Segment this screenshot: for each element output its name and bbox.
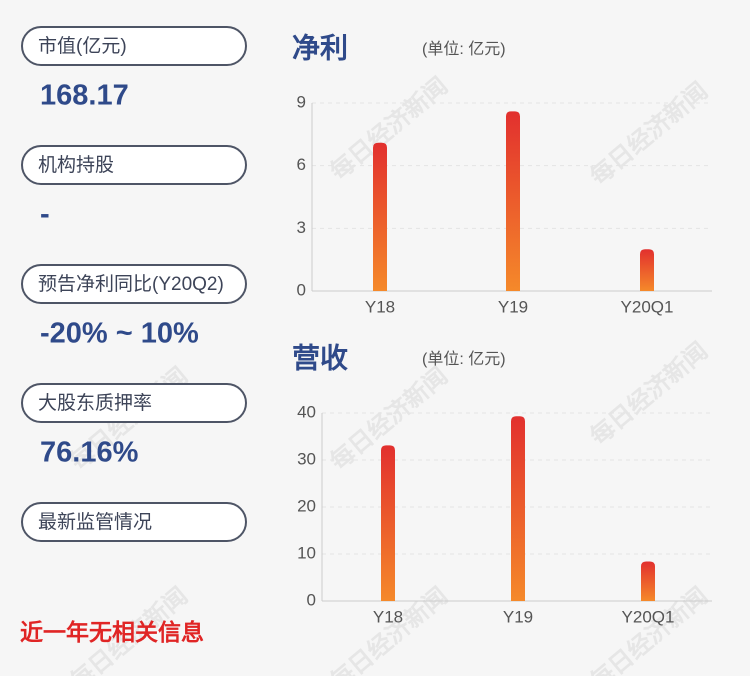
label-pill [21, 26, 247, 66]
chart-subtitle: (单位: 亿元) [422, 350, 506, 368]
bar [641, 561, 655, 601]
y-tick-label: 10 [297, 543, 316, 562]
y-tick-label: 30 [297, 449, 316, 468]
watermark: 每日经济新闻 [325, 72, 453, 186]
item-value: -20% ~ 10% [40, 318, 199, 350]
y-tick-label: 9 [297, 92, 306, 111]
item-value: 168.17 [40, 80, 129, 112]
bar [511, 416, 525, 601]
x-tick-label: Y19 [503, 607, 533, 626]
x-tick-label: Y19 [498, 297, 528, 316]
watermark: 每日经济新闻 [585, 77, 713, 191]
chart-subtitle: (单位: 亿元) [422, 40, 506, 58]
label-pill [21, 145, 247, 185]
item-value: 76.16% [40, 437, 139, 469]
bar [373, 142, 387, 291]
label-pill [21, 502, 247, 542]
y-tick-label: 0 [307, 590, 316, 609]
x-tick-label: Y20Q1 [622, 607, 675, 626]
item-value: 近一年无相关信息 [20, 619, 204, 645]
watermark: 每日经济新闻 [585, 337, 713, 451]
item-label: 最新监管情况 [38, 511, 152, 533]
y-tick-label: 0 [297, 280, 306, 299]
y-tick-label: 6 [297, 155, 306, 174]
label-pill [21, 383, 247, 423]
bar [506, 111, 520, 291]
label-pill [21, 264, 247, 304]
bar [640, 249, 654, 291]
chart-title: 营收 [292, 342, 348, 373]
item-label: 预告净利同比(Y20Q2) [38, 273, 224, 295]
item-value: - [40, 199, 50, 231]
item-label: 大股东质押率 [38, 392, 152, 414]
x-tick-label: Y18 [365, 297, 395, 316]
y-tick-label: 3 [297, 218, 306, 237]
item-label: 机构持股 [38, 154, 114, 176]
x-tick-label: Y18 [373, 607, 403, 626]
bar [381, 445, 395, 601]
y-tick-label: 40 [297, 402, 316, 421]
x-tick-label: Y20Q1 [621, 297, 674, 316]
item-label: 市值(亿元) [38, 35, 127, 57]
chart-title: 净利 [292, 32, 348, 63]
y-tick-label: 20 [297, 496, 316, 515]
